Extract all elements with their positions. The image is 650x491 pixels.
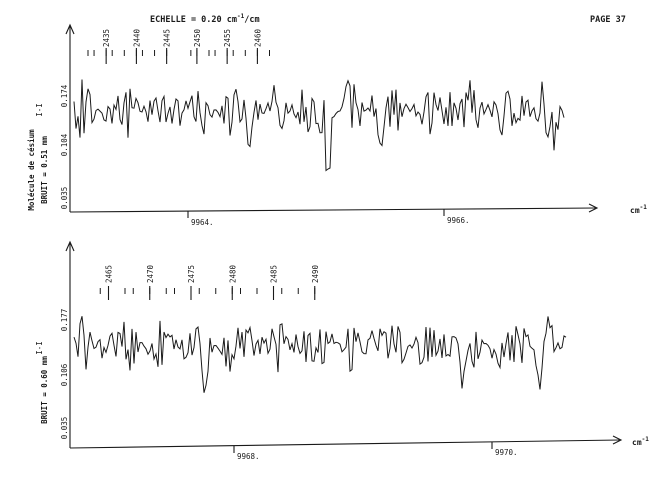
top-noise-label: BRUIT = 0.51 mm [40, 136, 49, 204]
top-line-number-2435: 2435 [102, 29, 111, 47]
top-axes [65, 23, 599, 218]
top-x-unit: cm-1 [630, 204, 647, 215]
top-spectrum-trace [73, 79, 565, 172]
bottom-line-number-2490: 2490 [311, 264, 320, 283]
top-line-markers: 2435 2440 2445 2450 2455 2460 [87, 28, 270, 64]
bottom-x-axis [69, 439, 621, 449]
bottom-x-unit: cm-1 [632, 436, 649, 447]
top-line-number-2440: 2440 [132, 28, 141, 47]
top-line-number-2455: 2455 [223, 29, 232, 47]
top-x-tick-label-2: 9966. [447, 216, 470, 225]
top-y-arrow [65, 23, 75, 35]
scale-label: ECHELLE = 0.20 cm-1/cm [150, 13, 260, 25]
bottom-y-arrow [65, 240, 75, 252]
top-x-arrow [588, 203, 599, 213]
bottom-spectrum-trace [73, 316, 567, 393]
bottom-noise-label: BRUIT = 0.60 mm [40, 356, 49, 424]
bottom-line-number-2480: 2480 [228, 264, 237, 283]
bottom-y-labels: 0.177 0.106 0.035 I-I [35, 309, 69, 440]
top-x-tick-label-1: 9964. [191, 218, 214, 227]
bottom-line-markers: 2465 2470 2475 2480 2485 2490 [99, 264, 320, 300]
bottom-y-tick-1: 0.177 [60, 309, 69, 332]
bottom-x-tick-label-1: 9968. [237, 452, 260, 461]
top-molecule-label: Molécule de césium [27, 129, 36, 211]
page-number: PAGE 37 [590, 15, 626, 25]
bottom-x-tick-label-2: 9970. [495, 448, 518, 457]
bottom-line-number-2465: 2465 [105, 265, 114, 283]
top-y-marker: I-I [35, 103, 44, 117]
top-line-number-2445: 2445 [163, 29, 172, 47]
bottom-line-number-2485: 2485 [270, 265, 279, 283]
top-y-tick-1: 0.174 [60, 84, 69, 107]
top-x-axis [69, 207, 597, 213]
bottom-axes [65, 240, 623, 453]
bottom-y-marker: I-I [35, 341, 44, 355]
bottom-y-tick-2: 0.106 [60, 363, 69, 386]
top-y-labels: 0.174 0.104 0.035 I-I [35, 84, 69, 209]
bottom-x-arrow [612, 435, 623, 445]
top-line-number-2460: 2460 [253, 28, 262, 47]
bottom-y-tick-3: 0.035 [60, 417, 69, 440]
top-y-tick-3: 0.035 [60, 187, 69, 210]
top-line-number-2450: 2450 [193, 28, 202, 47]
top-y-tick-2: 0.104 [60, 133, 69, 156]
bottom-line-number-2475: 2475 [187, 265, 196, 283]
bottom-line-number-2470: 2470 [146, 264, 155, 283]
